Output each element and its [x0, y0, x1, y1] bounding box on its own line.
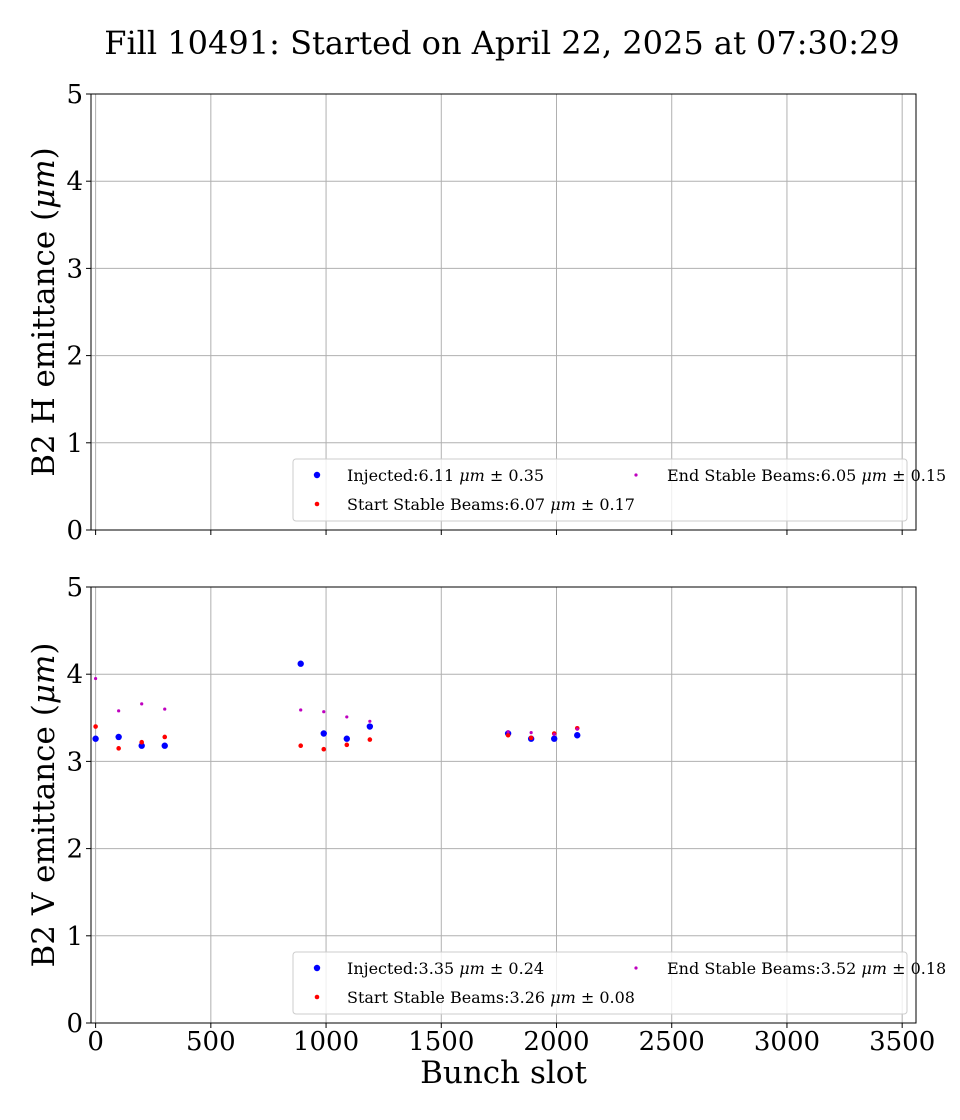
data-point [139, 739, 144, 745]
data-point [163, 707, 167, 711]
y-tick-label: 3 [66, 254, 83, 284]
data-point [320, 730, 327, 737]
data-point [574, 732, 581, 739]
data-point [299, 708, 303, 712]
data-point [550, 735, 558, 742]
y-tick-label: 1 [66, 429, 83, 459]
data-point [140, 702, 144, 706]
y-tick-label: 4 [66, 167, 83, 197]
plots-group: 0 1 2 3 4 5 B2 H emittance (μm) Injected:6.11 μ… [26, 80, 946, 1091]
y-tick-label: 4 [66, 660, 83, 690]
legend-marker [313, 964, 321, 972]
x-tick-label: 1500 [408, 1027, 474, 1057]
data-point [117, 709, 121, 713]
legend-label: Start Stable Beams:3.26 μm ± 0.08 [347, 988, 635, 1007]
legend-label: End Stable Beams:3.52 μm ± 0.18 [667, 959, 946, 978]
data-point [297, 660, 304, 667]
legend-box [292, 458, 908, 522]
legend: Injected:6.11 μm ± 0.35 Start Stable Beam… [292, 458, 946, 522]
subplot-vertical: 0 500 1000 1500 2000 2500 3000 3500 0 1 2 3 4 5 B2 V e… [26, 573, 946, 1091]
y-tick-label: 2 [66, 835, 83, 865]
y-tick-label: 3 [66, 747, 83, 777]
legend-marker [314, 501, 320, 507]
y-tick-label: 5 [66, 573, 83, 603]
y-tick-label: 0 [66, 1009, 83, 1039]
data-points [92, 660, 581, 752]
legend-marker [313, 471, 321, 479]
figure-title: Fill 10491: Started on April 22, 2025 at… [104, 24, 900, 62]
data-point [368, 719, 372, 723]
x-tick-label: 0 [87, 1027, 104, 1057]
data-point [345, 715, 349, 719]
data-point [505, 732, 511, 738]
data-point [529, 731, 533, 735]
plot-frame [90, 586, 917, 1024]
data-point [552, 732, 556, 736]
data-point [343, 735, 350, 742]
legend: Injected:3.35 μm ± 0.24 Start Stable Beam… [292, 951, 946, 1015]
data-point [93, 724, 98, 729]
data-point [575, 727, 579, 731]
x-tick-label: 1000 [293, 1027, 359, 1057]
data-point [298, 743, 304, 749]
x-tick-label: 500 [186, 1027, 236, 1057]
legend-label: Injected:3.35 μm ± 0.24 [347, 959, 544, 978]
legend-marker [314, 994, 320, 1000]
data-point [321, 746, 327, 752]
legend-label: End Stable Beams:6.05 μm ± 0.15 [667, 466, 946, 485]
data-point [162, 734, 168, 740]
x-tick-label: 2500 [639, 1027, 705, 1057]
data-point [92, 735, 99, 742]
y-axis-label: B2 H emittance (μm) [26, 147, 62, 477]
legend-label: Start Stable Beams:6.07 μm ± 0.17 [347, 495, 635, 514]
data-point [115, 733, 122, 741]
data-point [366, 723, 374, 730]
data-point [94, 676, 98, 681]
data-point [138, 742, 145, 749]
x-tick-label: 2000 [523, 1027, 589, 1057]
x-axis-label: Bunch slot [420, 1055, 587, 1091]
y-tick-label: 2 [66, 342, 83, 372]
data-point [367, 737, 373, 742]
data-point [528, 735, 534, 741]
y-tick-label: 5 [66, 80, 83, 110]
data-point [506, 730, 510, 734]
legend-marker [634, 966, 638, 970]
legend-box [292, 951, 908, 1015]
plot-frame [90, 93, 917, 531]
x-tick-label: 3500 [869, 1027, 935, 1057]
data-point [322, 710, 326, 714]
data-point [161, 742, 168, 749]
data-point [116, 746, 121, 751]
subplot-horizontal: 0 1 2 3 4 5 B2 H emittance (μm) Injected:6.11 μ… [26, 80, 946, 546]
legend-marker [634, 473, 638, 477]
y-axis-label: B2 V emittance (μm) [26, 643, 62, 968]
x-tick-label: 3000 [754, 1027, 820, 1057]
data-point [344, 742, 350, 748]
y-tick-label: 1 [66, 922, 83, 952]
y-tick-label: 0 [66, 516, 83, 546]
legend-label: Injected:6.11 μm ± 0.35 [347, 466, 544, 485]
